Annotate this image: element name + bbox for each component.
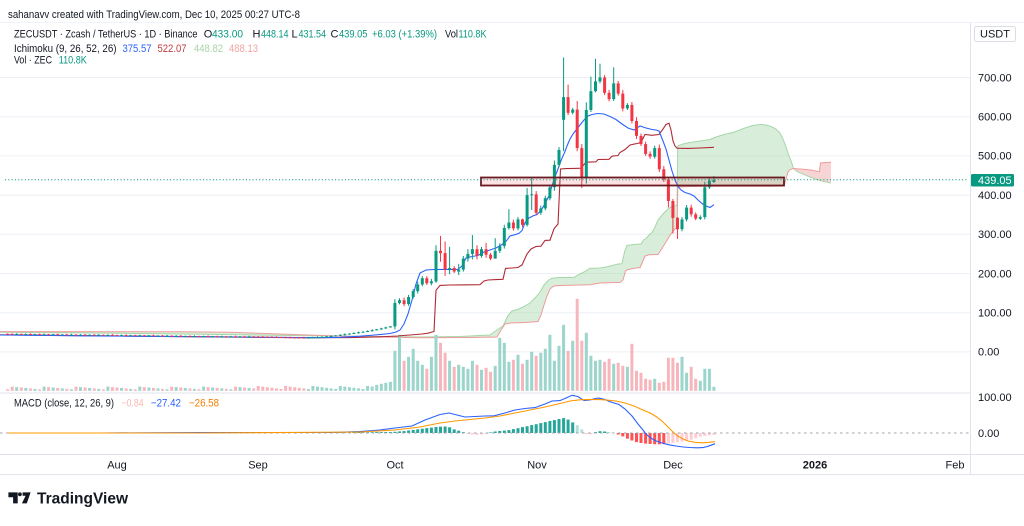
svg-text:Vol: Vol [445, 29, 458, 41]
svg-text:439.05: 439.05 [978, 175, 1012, 187]
svg-text:433.00: 433.00 [212, 29, 243, 41]
svg-text:100.00: 100.00 [978, 392, 1012, 404]
svg-text:448.14: 448.14 [261, 29, 289, 41]
svg-text:448.82: 448.82 [194, 43, 223, 55]
svg-text:Dec: Dec [663, 460, 683, 472]
svg-text:Vol · ZEC: Vol · ZEC [14, 55, 52, 67]
svg-text:−0.84: −0.84 [122, 398, 144, 410]
svg-text:H: H [253, 29, 261, 41]
svg-text:2026: 2026 [803, 460, 827, 472]
svg-text:Sep: Sep [248, 460, 268, 472]
svg-text:522.07: 522.07 [158, 43, 187, 55]
svg-text:sahanavv created with TradingV: sahanavv created with TradingView.com, D… [8, 9, 300, 21]
svg-text:Nov: Nov [527, 460, 547, 472]
svg-text:600.00: 600.00 [978, 112, 1012, 124]
svg-text:110.8K: 110.8K [459, 29, 488, 41]
svg-text:0.00: 0.00 [978, 347, 999, 359]
svg-text:431.54: 431.54 [299, 29, 327, 41]
svg-text:0.00: 0.00 [978, 428, 999, 440]
svg-text:100.00: 100.00 [978, 308, 1012, 320]
svg-text:Oct: Oct [386, 460, 403, 472]
svg-text:500.00: 500.00 [978, 151, 1012, 163]
svg-text:110.8K: 110.8K [59, 55, 88, 67]
svg-text:C: C [331, 29, 339, 41]
svg-text:439.05: 439.05 [339, 29, 368, 41]
svg-text:Ichimoku (9, 26, 52, 26): Ichimoku (9, 26, 52, 26) [14, 43, 117, 55]
svg-text:300.00: 300.00 [978, 229, 1012, 241]
svg-text:ZECUSDT · Zcash / TetherUS · 1: ZECUSDT · Zcash / TetherUS · 1D · Binanc… [14, 29, 198, 41]
svg-text:MACD (close, 12, 26, 9): MACD (close, 12, 26, 9) [14, 398, 114, 410]
svg-text:+6.03 (+1.39%): +6.03 (+1.39%) [372, 29, 437, 41]
svg-text:400.00: 400.00 [978, 190, 1012, 202]
svg-text:L: L [292, 29, 298, 41]
svg-text:375.57: 375.57 [123, 43, 152, 55]
svg-text:−26.58: −26.58 [189, 398, 219, 410]
svg-text:Feb: Feb [946, 460, 965, 472]
svg-text:488.13: 488.13 [229, 43, 258, 55]
svg-text:−27.42: −27.42 [151, 398, 181, 410]
svg-text:Aug: Aug [107, 460, 127, 472]
svg-text:700.00: 700.00 [978, 72, 1012, 84]
svg-text:USDT: USDT [980, 29, 1010, 41]
svg-text:200.00: 200.00 [978, 268, 1012, 280]
svg-text:TradingView: TradingView [37, 490, 129, 507]
